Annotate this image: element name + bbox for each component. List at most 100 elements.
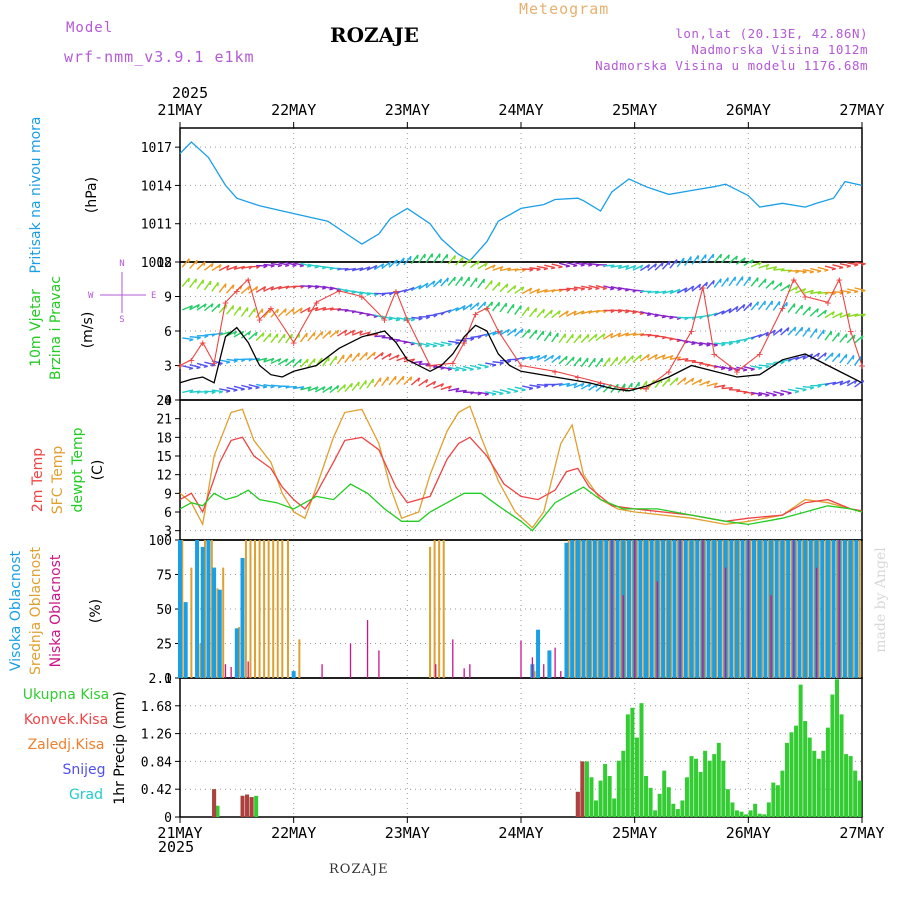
wind-arrow	[794, 326, 804, 337]
wind-arrow	[728, 366, 740, 371]
wind-arrow	[713, 278, 722, 288]
precip-bar-total	[766, 802, 771, 817]
wind-arrow	[795, 354, 806, 361]
wind-arrow-head	[802, 388, 807, 392]
cloud-bar-niska	[815, 567, 818, 678]
wind-arrow	[432, 253, 441, 264]
dewpt-axis-label: dewpt Temp	[70, 427, 86, 512]
page-title: ROZAJE	[330, 23, 419, 47]
wind-arrow-head	[447, 343, 452, 347]
meteogram-label: Meteogram	[519, 0, 610, 18]
wind-gust-line-marker: +	[620, 383, 627, 396]
wind-arrow	[780, 284, 791, 292]
wind-arrow	[263, 285, 274, 292]
wind-arrow	[240, 307, 249, 317]
wind-arrow	[691, 341, 703, 346]
wind-arrow-head	[795, 270, 800, 274]
wind-arrow	[292, 307, 303, 315]
wind-arrow	[588, 285, 600, 289]
wind-arrow-head	[262, 286, 267, 291]
wind-arrow	[603, 264, 615, 267]
wind-arrow-head	[623, 383, 626, 388]
wind-arrow-head	[469, 258, 472, 263]
wind-arrow	[285, 333, 293, 344]
precip-bar-total	[621, 750, 626, 817]
precip-bar-total	[816, 758, 821, 817]
cloud-bar-visoka	[729, 540, 734, 678]
precip-bar-convective	[240, 795, 245, 817]
wind-arrow-head	[684, 287, 688, 292]
wind-arrow	[794, 304, 803, 315]
wind-arrow-head	[735, 306, 739, 311]
wind-arrow	[595, 383, 605, 392]
wind-arrow-head	[477, 367, 482, 370]
wind-arrow	[809, 328, 818, 339]
wind-arrow	[182, 305, 193, 311]
wind-arrow-head	[580, 288, 585, 291]
wind-gust-line-marker: +	[177, 360, 184, 373]
temperature-ytick-label: 3	[164, 525, 172, 540]
wind-arrow	[219, 388, 231, 392]
wind-gust-line-marker: +	[711, 348, 718, 361]
wind-arrow	[810, 267, 822, 272]
wind-arrow-head	[513, 328, 517, 333]
precip-bar-total	[830, 694, 835, 817]
cloud-bar-srednja	[590, 540, 593, 678]
wind-gust-line-marker: +	[359, 291, 366, 304]
wind-arrow-head	[639, 312, 644, 316]
wind-arrow-head	[476, 260, 480, 265]
wind-arrow-head	[359, 330, 363, 335]
wind-arrow	[632, 309, 644, 315]
wind-arrow-head	[283, 333, 286, 339]
wind-arrow-head	[262, 332, 265, 337]
cloud-bar-srednja	[631, 540, 634, 678]
wind-arrow	[802, 268, 814, 273]
wind-arrow	[411, 316, 423, 320]
wind-arrow-head	[779, 282, 783, 287]
wind-arrow-head	[425, 379, 429, 384]
wind-arrow	[469, 260, 480, 269]
wind-arrow-head	[802, 271, 807, 274]
wind-arrow-head	[712, 253, 715, 259]
cloud-bar-srednja	[658, 540, 661, 678]
wind-arrow-head	[839, 312, 843, 317]
wind-arrow	[499, 267, 511, 272]
wind-arrow-head	[572, 356, 575, 361]
wind-arrow-head	[520, 328, 524, 333]
cloud-bar-srednja	[244, 540, 247, 678]
wind-arrow	[632, 264, 644, 271]
wind-arrow-head	[394, 376, 397, 381]
wind-arrow	[846, 354, 855, 365]
wind-arrow	[824, 311, 835, 319]
wind-arrow	[522, 268, 534, 271]
wind-arrow	[211, 332, 223, 336]
wind-arrow-head	[720, 367, 726, 371]
wind-arrow	[455, 305, 466, 312]
wind-arrow	[817, 352, 827, 361]
wind-arrow	[691, 254, 699, 265]
wind-arrow	[255, 357, 268, 362]
wind-arrow	[322, 307, 334, 311]
x-label-bottom: 23MAY	[385, 824, 430, 842]
wind-arrow-head	[838, 353, 841, 358]
wind-arrow	[196, 279, 204, 290]
wind-arrow-head	[831, 352, 834, 357]
wind-arrow-head	[329, 288, 334, 291]
wind-arrow	[432, 278, 442, 288]
wind-arrow-head	[795, 286, 799, 291]
wind-arrow	[492, 301, 500, 312]
wind-arrow	[521, 355, 533, 360]
wind-gust-line-marker: +	[313, 296, 320, 309]
wind-arrow	[521, 306, 530, 317]
wind-arrow-head	[780, 361, 785, 365]
wind-arrow-head	[654, 314, 659, 318]
wind-arrow-head	[225, 390, 231, 393]
wind-gust-line-marker: +	[222, 296, 229, 309]
wind-arrow-head	[808, 306, 812, 311]
wind-arrow	[278, 262, 290, 266]
wind-arrow	[299, 358, 309, 368]
clouds-ytick-label: 75	[156, 569, 172, 584]
precip-bar-convective	[212, 789, 217, 817]
wind-arrow	[374, 335, 386, 338]
cloud-bar-visoka	[644, 540, 649, 678]
